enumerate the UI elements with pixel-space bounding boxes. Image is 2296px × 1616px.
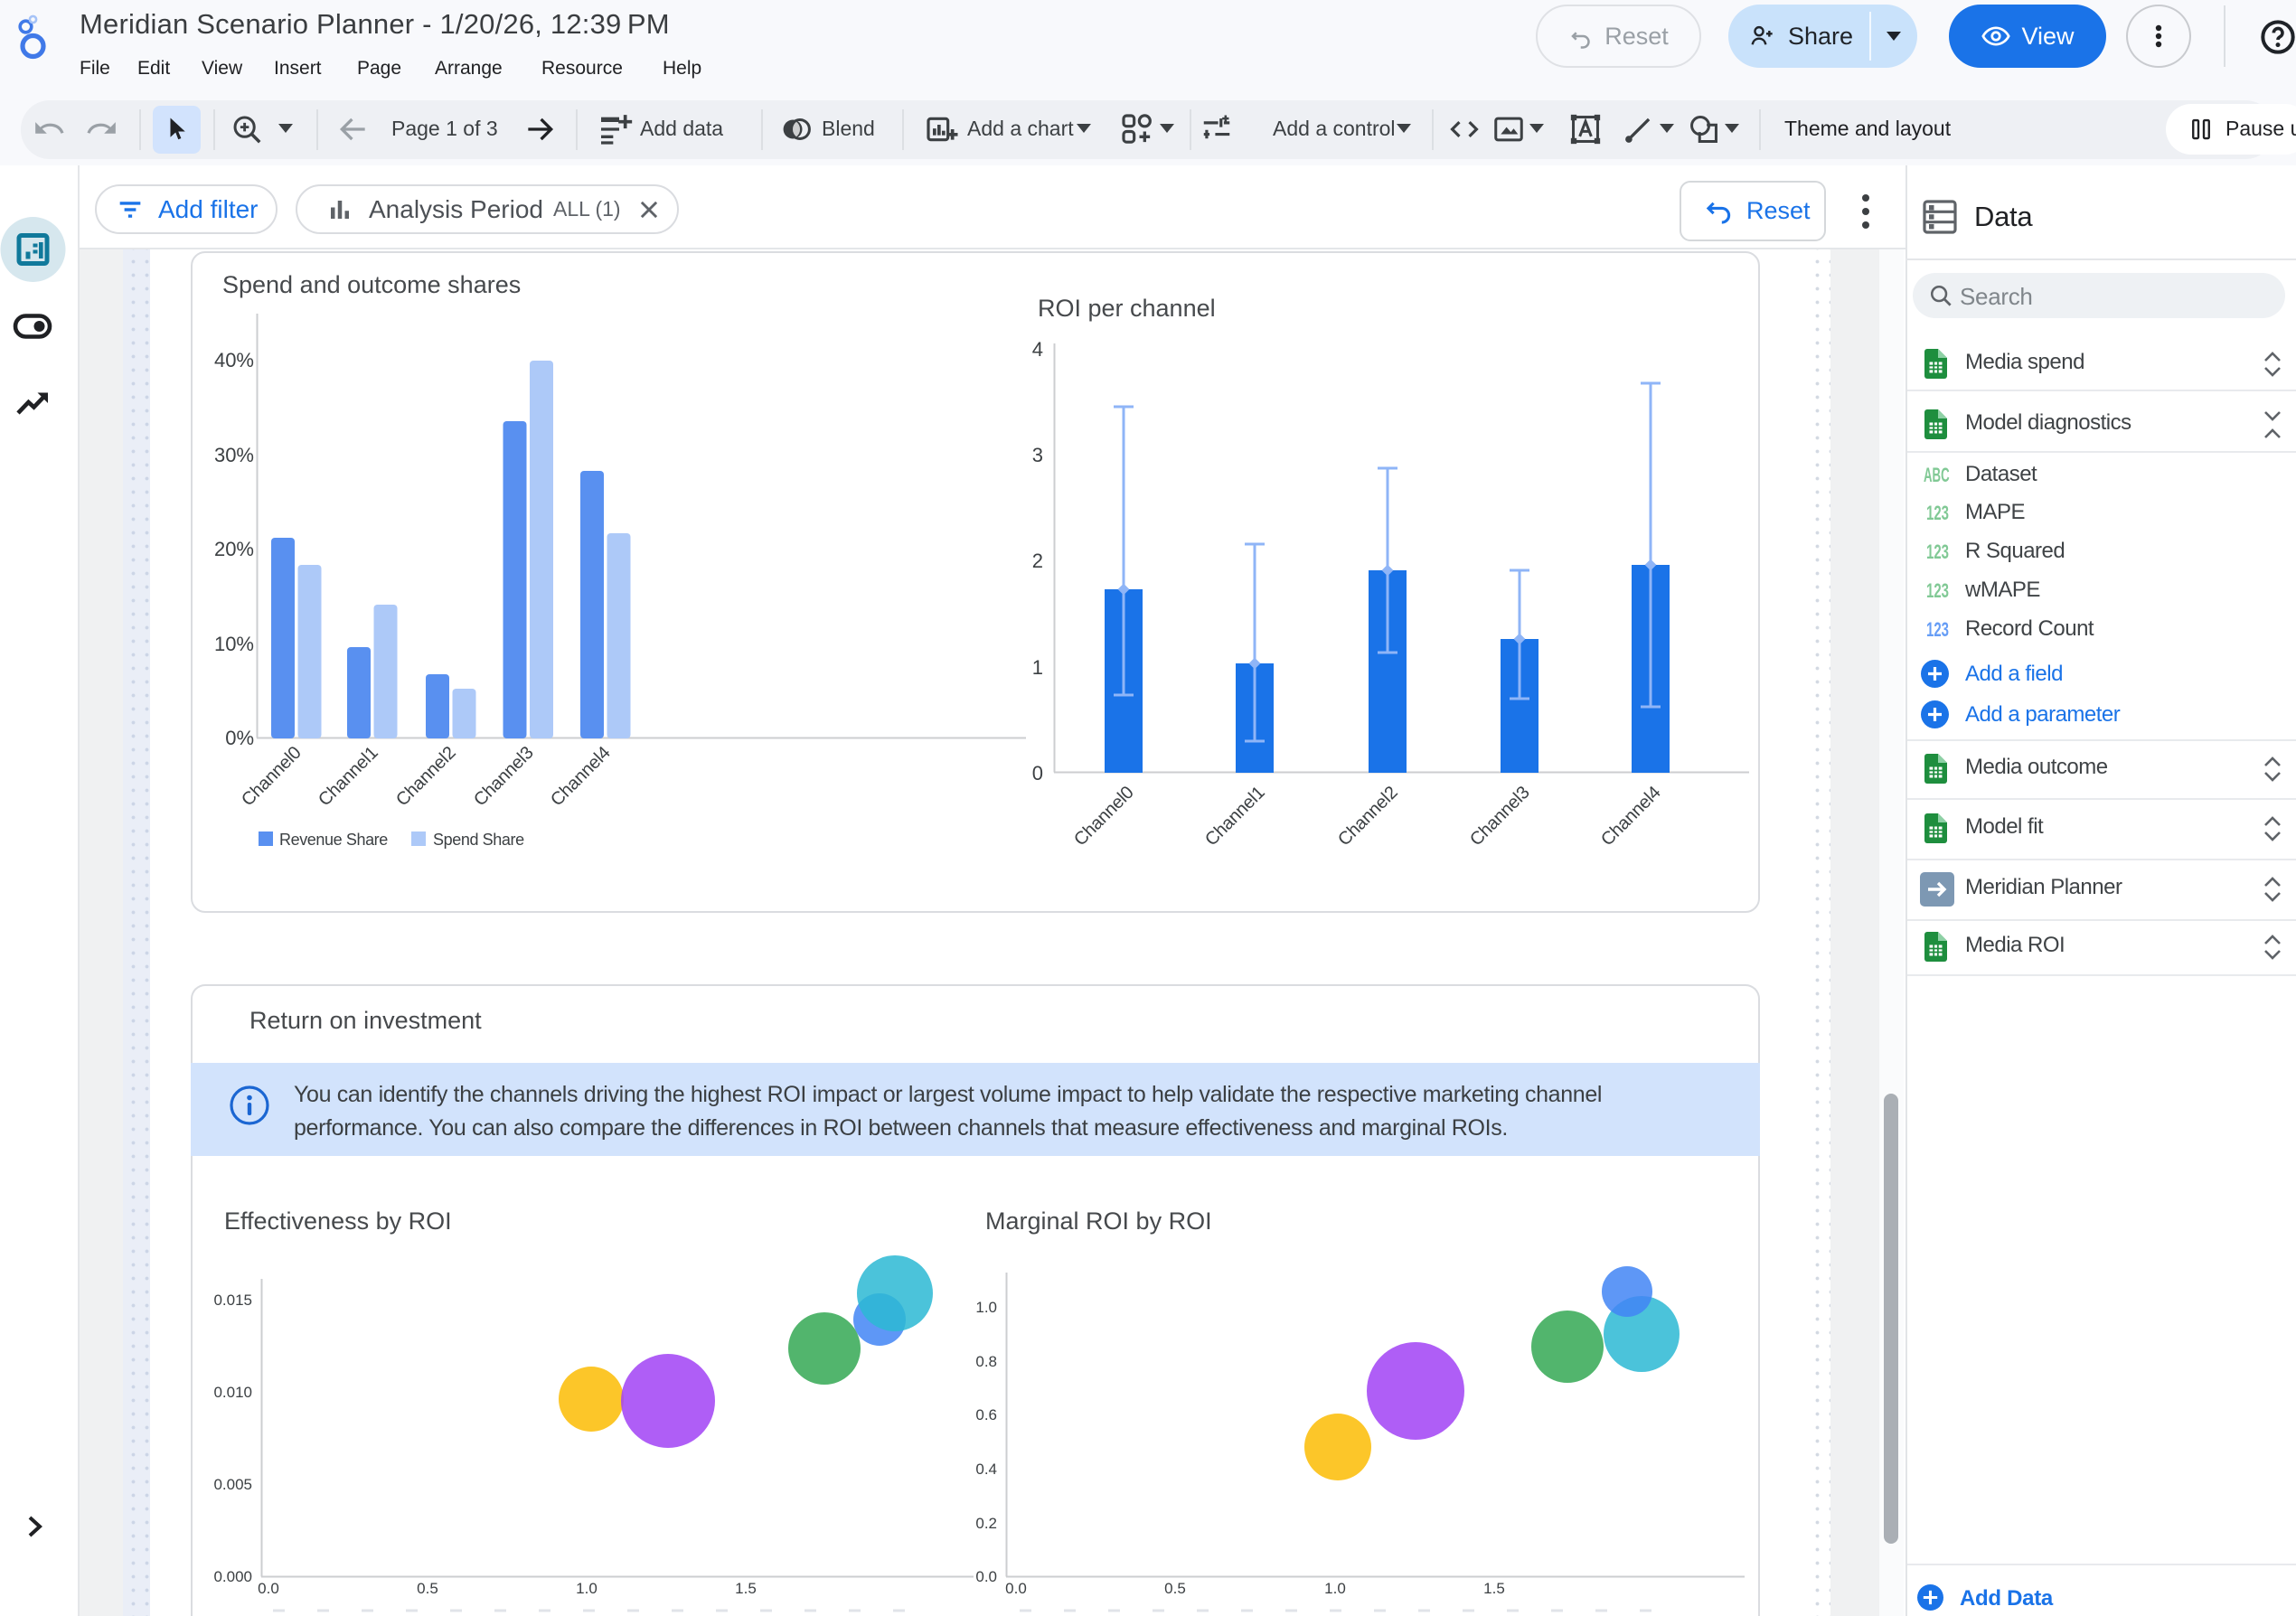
svg-text:Channel0: Channel0 <box>238 743 306 811</box>
svg-text:0.000: 0.000 <box>213 1568 252 1585</box>
svg-text:40%: 40% <box>214 349 254 371</box>
svg-text:0.6: 0.6 <box>975 1406 997 1423</box>
svg-text:0.0: 0.0 <box>975 1568 997 1585</box>
svg-text:30%: 30% <box>214 444 254 466</box>
svg-text:1: 1 <box>1032 656 1043 679</box>
svg-text:1.5: 1.5 <box>1483 1580 1505 1597</box>
svg-text:1.0: 1.0 <box>576 1580 598 1597</box>
svg-text:1.0: 1.0 <box>975 1299 997 1316</box>
svg-text:Channel0: Channel0 <box>1070 783 1138 850</box>
svg-text:0.0: 0.0 <box>258 1580 279 1597</box>
svg-text:Channel1: Channel1 <box>315 743 382 811</box>
svg-text:0.015: 0.015 <box>213 1292 252 1309</box>
svg-text:Channel2: Channel2 <box>1334 783 1402 850</box>
svg-text:0.8: 0.8 <box>975 1353 997 1370</box>
svg-text:0.4: 0.4 <box>975 1461 997 1478</box>
svg-text:Spend Share: Spend Share <box>433 831 524 849</box>
svg-text:Channel3: Channel3 <box>1466 783 1534 850</box>
svg-text:Channel4: Channel4 <box>547 743 615 811</box>
svg-text:0.010: 0.010 <box>213 1384 252 1401</box>
svg-text:0.0: 0.0 <box>1005 1580 1027 1597</box>
svg-text:Channel4: Channel4 <box>1597 783 1665 850</box>
svg-text:0%: 0% <box>225 727 254 749</box>
svg-text:1.5: 1.5 <box>735 1580 757 1597</box>
svg-text:0.5: 0.5 <box>417 1580 438 1597</box>
svg-text:20%: 20% <box>214 538 254 560</box>
svg-text:3: 3 <box>1032 444 1043 466</box>
svg-text:4: 4 <box>1032 338 1043 361</box>
svg-text:2: 2 <box>1032 550 1043 572</box>
svg-text:10%: 10% <box>214 633 254 655</box>
svg-text:0.5: 0.5 <box>1164 1580 1186 1597</box>
svg-text:Revenue Share: Revenue Share <box>279 831 388 849</box>
svg-text:0: 0 <box>1032 762 1043 785</box>
svg-text:Channel3: Channel3 <box>470 743 538 811</box>
svg-text:0.005: 0.005 <box>213 1476 252 1493</box>
svg-text:1.0: 1.0 <box>1324 1580 1346 1597</box>
svg-text:0.2: 0.2 <box>975 1515 997 1532</box>
svg-text:Channel2: Channel2 <box>392 743 460 811</box>
svg-text:Channel1: Channel1 <box>1201 783 1269 850</box>
